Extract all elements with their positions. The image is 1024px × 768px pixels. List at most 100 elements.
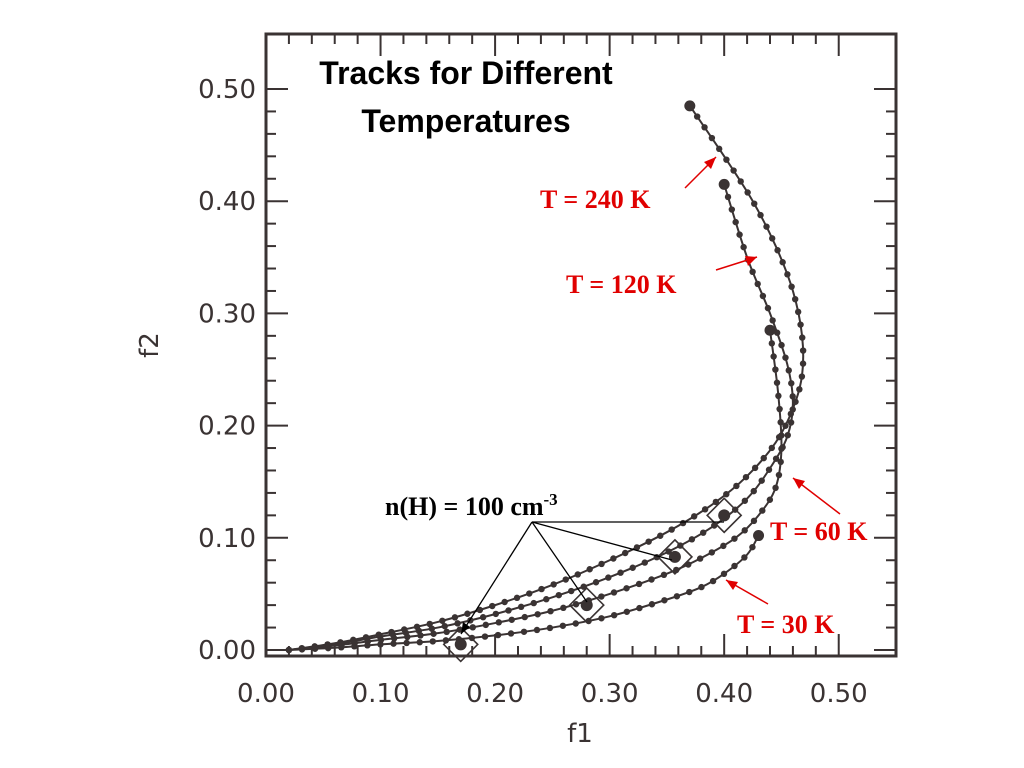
y-axis-label: f2 bbox=[135, 332, 165, 358]
x-tick-label: 0.50 bbox=[810, 679, 868, 709]
series-2-dot bbox=[479, 614, 487, 621]
series-1-dot bbox=[538, 585, 545, 593]
series-2-dot bbox=[772, 455, 780, 462]
chart-title-line-2: Temperatures bbox=[361, 103, 570, 139]
density-marker-dot bbox=[454, 638, 467, 651]
series-3-dot bbox=[404, 633, 411, 641]
x-tick-label: 0.10 bbox=[352, 679, 410, 709]
series-4-dot bbox=[324, 644, 332, 652]
series-2-dot bbox=[741, 497, 749, 504]
series-2-dot bbox=[789, 406, 796, 413]
series-1-dot bbox=[712, 498, 720, 506]
density-pointer-2 bbox=[531, 521, 588, 603]
series-3-dot bbox=[534, 611, 541, 618]
series-1-dot bbox=[690, 513, 698, 520]
series-4-dot bbox=[546, 624, 554, 632]
series-3-dot bbox=[648, 576, 655, 583]
series-1-dot bbox=[645, 538, 652, 545]
series-3-dot bbox=[775, 471, 783, 479]
series-4-dot bbox=[749, 543, 756, 551]
series-1-dot bbox=[723, 156, 730, 163]
annotation-t240-arrowhead bbox=[704, 157, 716, 169]
series-4-dot bbox=[720, 570, 728, 578]
series-4-dot bbox=[416, 639, 423, 646]
x-tick-label: 0.30 bbox=[581, 679, 639, 709]
series-3-dot bbox=[547, 607, 554, 615]
series-2-dot bbox=[568, 587, 575, 595]
series-1-dot bbox=[562, 576, 569, 583]
series-2-dot bbox=[773, 329, 781, 336]
series-2-dot bbox=[736, 231, 743, 238]
series-2-dot bbox=[665, 548, 672, 555]
series-1-dot bbox=[657, 532, 664, 539]
series-2-dot bbox=[728, 206, 736, 213]
annotation-density-sup: -3 bbox=[544, 490, 558, 509]
series-1-dot bbox=[550, 581, 557, 588]
series-4-dot bbox=[520, 628, 528, 635]
series-1-dot bbox=[799, 360, 807, 367]
series-3-dot bbox=[776, 405, 783, 413]
series-4-dot bbox=[698, 583, 705, 591]
series-4-dot bbox=[351, 643, 358, 650]
series-1-dot bbox=[633, 544, 641, 551]
y-tick-label: 0.20 bbox=[198, 412, 256, 442]
series-3-dot bbox=[469, 624, 476, 631]
series-1-dot bbox=[751, 200, 758, 207]
series-3-dot bbox=[417, 632, 424, 639]
series-2-dot bbox=[580, 583, 587, 590]
series-1-dot bbox=[574, 571, 581, 578]
series-2-dot bbox=[740, 243, 747, 251]
series-3-dot bbox=[759, 507, 766, 514]
series-3-dot bbox=[610, 589, 618, 596]
series-1-dot bbox=[763, 223, 770, 230]
series-1-dot bbox=[737, 178, 744, 185]
series-2-dot bbox=[543, 596, 550, 603]
series-4-dot bbox=[709, 577, 717, 585]
series-3-dot bbox=[772, 366, 779, 373]
series-1-dot bbox=[797, 321, 804, 328]
annotation-t120-label: T = 120 K bbox=[566, 270, 677, 299]
series-2-dot bbox=[750, 487, 757, 495]
series-1-dot bbox=[733, 482, 740, 490]
annotation-density-label: n(H) = 100 cm-3 bbox=[385, 490, 558, 521]
series-2-dot bbox=[749, 268, 756, 276]
series-4-dot bbox=[390, 640, 397, 647]
annotation-t240: T = 240 K bbox=[540, 156, 717, 214]
x-tick-label: 0.20 bbox=[466, 679, 524, 709]
series-2-dot bbox=[517, 603, 525, 611]
density-marker-diamond bbox=[706, 497, 743, 534]
series-4-dot bbox=[572, 620, 579, 627]
series-4-dot bbox=[648, 601, 656, 608]
series-2-dot bbox=[441, 622, 448, 630]
series-3-dot bbox=[731, 535, 738, 542]
series-1-dot bbox=[782, 422, 789, 429]
series-1-dot bbox=[723, 490, 730, 498]
series-1-dot bbox=[701, 506, 709, 513]
series-2-dot bbox=[788, 380, 795, 387]
series-2-dot bbox=[492, 610, 500, 618]
series-4-dot bbox=[673, 593, 681, 600]
series-3-dot bbox=[750, 517, 758, 525]
series-2-dot bbox=[505, 607, 512, 614]
series-4-dot bbox=[623, 608, 631, 615]
series-3-dot bbox=[482, 621, 489, 629]
annotation-t60-label: T = 60 K bbox=[770, 517, 868, 546]
density-pointer-1-head bbox=[461, 622, 470, 634]
series-1-dot bbox=[586, 566, 593, 573]
minor-ticks bbox=[266, 34, 896, 656]
series-3-dot bbox=[770, 353, 777, 360]
series-1-dot bbox=[799, 334, 806, 341]
annotation-t120-arrowhead bbox=[745, 256, 757, 266]
series-2-dot bbox=[787, 419, 795, 426]
series-1-dot bbox=[668, 526, 675, 533]
series-1-dot bbox=[757, 211, 764, 219]
series-3-dot bbox=[430, 630, 437, 637]
series-1-dot bbox=[501, 598, 508, 606]
series-3-dot bbox=[775, 392, 782, 400]
series-line-2 bbox=[288, 184, 794, 651]
series-3-dot bbox=[777, 458, 784, 466]
series-3-dot bbox=[773, 379, 781, 386]
series-3-dot bbox=[635, 580, 643, 588]
series-3-end-point bbox=[764, 324, 776, 336]
series-4-dot bbox=[403, 639, 410, 647]
